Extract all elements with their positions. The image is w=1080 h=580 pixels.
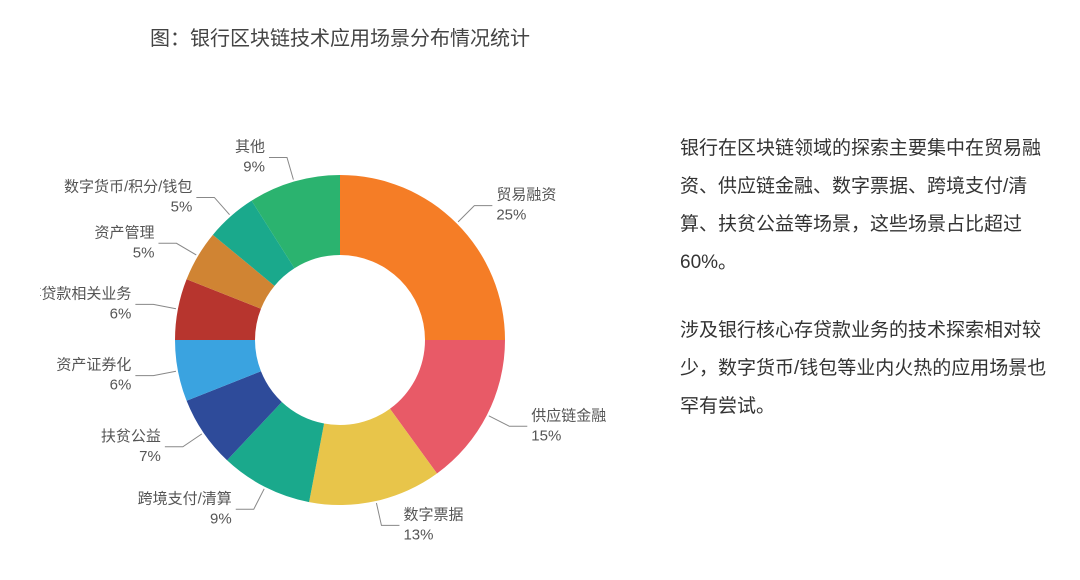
slice-percent: 7% xyxy=(139,448,161,465)
slice-percent: 5% xyxy=(133,244,155,261)
slice-label: 数字票据 xyxy=(403,506,463,523)
slice-label: 供应链金融 xyxy=(531,406,606,424)
slice-percent: 9% xyxy=(243,159,265,176)
slice-label: 贸易融资 xyxy=(496,187,556,204)
description-paragraph: 涉及银行核心存贷款业务的技术探索相对较少，数字货币/钱包等业内火热的应用场景也罕… xyxy=(680,312,1050,426)
slice-label: 扶贫公益 xyxy=(101,428,161,445)
slice-label: 资产管理 xyxy=(94,224,154,241)
donut-slice xyxy=(340,175,505,340)
slice-percent: 9% xyxy=(210,510,232,527)
slice-label: 跨境支付/清算 xyxy=(138,489,232,507)
slice-percent: 5% xyxy=(171,198,193,215)
description-paragraph: 银行在区块链领域的探索主要集中在贸易融资、供应链金融、数字票据、跨境支付/清算、… xyxy=(680,130,1050,282)
slice-percent: 13% xyxy=(403,526,433,543)
slice-percent: 6% xyxy=(110,305,132,322)
chart-title: 图：银行区块链技术应用场景分布情况统计 xyxy=(150,22,530,51)
slice-label: 数字货币/积分/钱包 xyxy=(64,178,192,195)
donut-chart: 贸易融资 25% 供应链金融 15% 数字票据 13% 跨境支付/清算 9% 扶贫公益 7% 资产证… xyxy=(40,60,640,560)
slice-percent: 25% xyxy=(496,207,526,224)
slice-percent: 6% xyxy=(110,377,132,394)
description-block: 银行在区块链领域的探索主要集中在贸易融资、供应链金融、数字票据、跨境支付/清算、… xyxy=(680,130,1050,456)
slice-label: 存贷款相关业务 xyxy=(40,285,131,302)
slice-percent: 15% xyxy=(531,427,561,444)
slice-label: 其他 xyxy=(235,139,265,156)
slice-label: 资产证券化 xyxy=(56,357,131,374)
